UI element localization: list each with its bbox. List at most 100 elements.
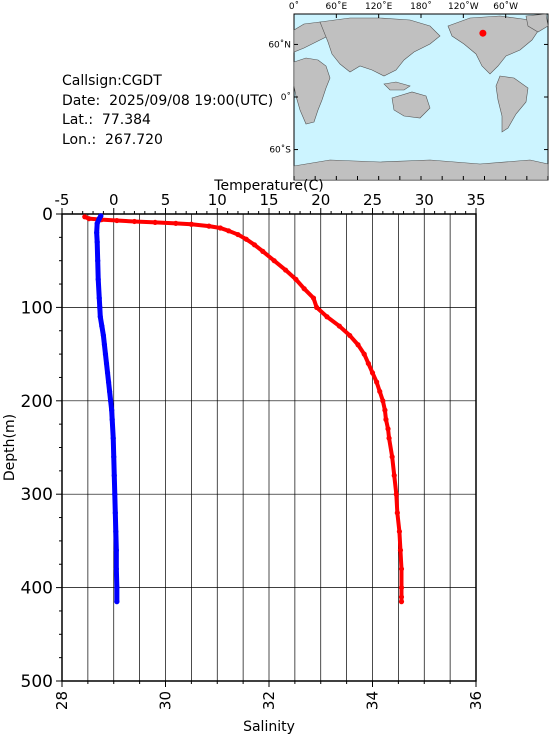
map-land: [293, 13, 549, 181]
map-latitude-label: 60˚N: [268, 39, 291, 50]
data-point: [101, 342, 108, 348]
data-point: [94, 239, 100, 245]
data-point: [235, 231, 241, 238]
data-point: [95, 258, 101, 264]
data-point: [98, 217, 104, 223]
map-latitude-labels: 60˚N 0˚ 60˚S: [268, 39, 291, 155]
longitude-label: Lon.: 267.720: [62, 131, 163, 148]
data-point: [226, 228, 232, 234]
data-point: [105, 379, 112, 385]
data-point: [347, 332, 353, 339]
temperature-tick-label: 25: [363, 191, 382, 209]
temperature-tick-label: 15: [259, 191, 278, 209]
data-point: [385, 426, 391, 432]
map-latitude-label: 0˚: [281, 92, 291, 103]
map-tick-marks: [293, 14, 549, 180]
data-point: [86, 216, 92, 222]
data-point: [374, 379, 380, 385]
salinity-axis-title: Salinity: [243, 719, 295, 735]
depth-axis: 0 100 200 300 400 500: [21, 205, 62, 692]
data-point: [355, 342, 361, 348]
map-longitude-label: 120˚E: [365, 1, 393, 12]
data-point: [113, 547, 119, 553]
data-point: [188, 221, 194, 227]
data-point: [293, 276, 299, 282]
data-point: [398, 566, 405, 572]
date-label: Date: 2025/09/08 19:00(UTC): [62, 92, 274, 109]
depth-tick-label: 300: [21, 485, 53, 505]
temperature-tick-label: 10: [208, 191, 227, 209]
world-map: 0˚ 60˚E 120˚E 180˚ 120˚W 60˚W 60˚N 0˚ 60˚S: [268, 1, 549, 181]
data-point: [95, 276, 101, 282]
data-point: [114, 599, 120, 605]
map-longitude-label: 0˚: [289, 1, 299, 12]
data-point: [260, 248, 266, 254]
data-point: [110, 435, 116, 441]
data-point: [131, 218, 138, 225]
data-point: [96, 216, 102, 222]
data-point: [282, 267, 289, 273]
data-point: [251, 242, 258, 248]
data-point: [114, 217, 120, 224]
series-line: [94, 213, 120, 605]
data-point: [391, 472, 397, 479]
data-point: [271, 258, 277, 264]
salinity-tick-label: 30: [157, 691, 175, 710]
data-point: [206, 223, 212, 229]
chart-grid: [61, 213, 477, 682]
data-point: [394, 510, 400, 516]
data-point: [113, 566, 119, 572]
data-point: [386, 435, 392, 441]
data-point: [102, 351, 109, 357]
data-series: [82, 213, 405, 605]
latitude-label: Lat.: 77.384: [62, 112, 151, 128]
callsign-label: Callsign:CGDT: [62, 73, 162, 89]
temperature-tick-label: 20: [311, 191, 330, 209]
temperature-tick-label: 5: [161, 191, 171, 209]
data-point: [398, 594, 405, 600]
station-info: Callsign:CGDT Date: 2025/09/08 19:00(UTC…: [62, 72, 273, 150]
depth-tick-label: 500: [21, 672, 53, 692]
data-point: [97, 314, 103, 320]
data-point: [103, 360, 110, 367]
data-point: [94, 230, 100, 236]
data-point: [324, 314, 330, 320]
salinity-tick-label: 32: [260, 691, 278, 710]
salinity-tick-label: 36: [467, 691, 485, 710]
map-longitude-label: 60˚E: [326, 1, 348, 12]
station-location-marker: [479, 29, 487, 37]
temperature-tick-label: -5: [55, 191, 70, 209]
depth-axis-title: Depth(m): [2, 414, 18, 481]
data-point: [109, 416, 115, 423]
data-point: [94, 220, 100, 226]
data-point: [82, 214, 88, 220]
land-indonesia: [383, 81, 411, 91]
data-point: [111, 472, 117, 479]
series-temperature: [82, 214, 405, 605]
temperature-tick-label: 30: [415, 191, 434, 209]
data-point: [389, 454, 395, 460]
depth-tick-label: 400: [21, 579, 53, 599]
series-line: [82, 214, 404, 604]
temperature-axis: -5 0 5 10 15 20 25 30 35: [55, 191, 486, 214]
data-point: [314, 304, 320, 310]
data-point: [397, 547, 404, 553]
data-point: [173, 220, 179, 226]
data-point: [107, 388, 113, 395]
land-australia: [391, 91, 431, 119]
data-point: [393, 491, 399, 497]
data-point: [377, 388, 383, 395]
depth-tick-label: 0: [42, 205, 53, 225]
map-longitude-label: 180˚: [410, 1, 432, 12]
data-point: [396, 528, 403, 535]
data-point: [113, 528, 119, 535]
land-asia: [319, 17, 441, 77]
depth-tick-label: 200: [21, 392, 53, 412]
data-point: [111, 454, 117, 460]
data-point: [152, 219, 158, 226]
data-point: [301, 286, 307, 292]
data-point: [97, 304, 103, 310]
temperature-tick-label: 35: [466, 191, 485, 209]
data-point: [243, 236, 249, 242]
data-point: [380, 398, 386, 404]
